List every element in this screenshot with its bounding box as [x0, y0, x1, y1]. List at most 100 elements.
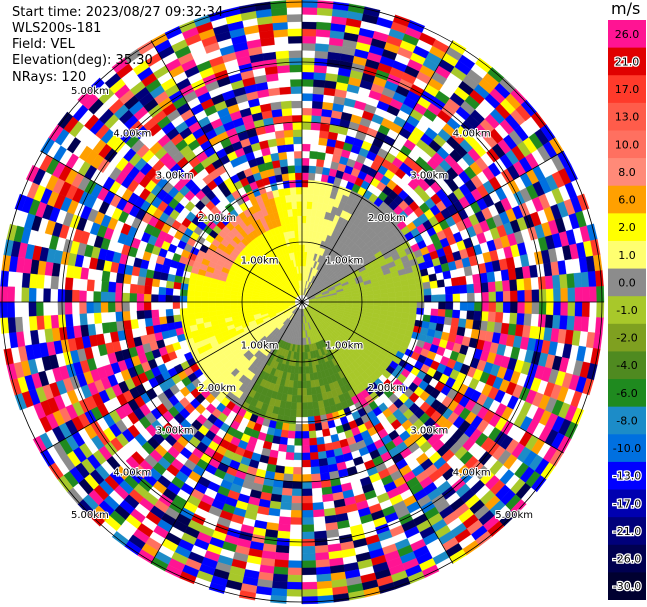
velocity-gate	[473, 310, 482, 321]
velocity-gate	[301, 596, 318, 605]
velocity-gate	[277, 64, 291, 74]
velocity-gate	[310, 136, 320, 145]
velocity-gate	[313, 415, 322, 424]
velocity-gate	[165, 308, 174, 317]
velocity-gate	[122, 301, 130, 312]
velocity-gate	[283, 187, 291, 196]
velocity-gate	[418, 32, 437, 46]
velocity-gate	[296, 388, 303, 396]
velocity-gate	[64, 277, 74, 291]
velocity-gate	[129, 292, 137, 303]
colorbar-tick-label: -26.0	[613, 553, 641, 566]
velocity-gate	[208, 296, 216, 303]
velocity-gate	[576, 345, 587, 362]
velocity-gate	[301, 452, 311, 461]
velocity-gate	[301, 93, 314, 102]
velocity-gate	[143, 293, 152, 303]
velocity-gate	[274, 559, 289, 568]
velocity-gate	[318, 137, 329, 146]
velocity-gate	[280, 502, 292, 511]
velocity-gate	[465, 319, 474, 330]
velocity-gate	[494, 280, 504, 292]
velocity-gate	[201, 291, 210, 298]
velocity-gate	[431, 294, 439, 303]
velocity-gate	[402, 296, 411, 303]
velocity-gate	[387, 287, 396, 294]
velocity-gate	[271, 7, 288, 17]
velocity-gate	[459, 284, 468, 294]
range-ring-label: 4.00km	[113, 128, 151, 139]
velocity-gate	[467, 301, 475, 312]
velocity-gate	[7, 286, 15, 303]
velocity-gate	[50, 314, 60, 329]
velocity-gate	[295, 409, 303, 418]
velocity-gate	[208, 306, 217, 312]
velocity-gate	[287, 35, 303, 44]
velocity-gate	[150, 301, 159, 311]
velocity-gate	[151, 286, 160, 295]
velocity-gate	[78, 301, 87, 314]
velocity-gate	[359, 298, 367, 303]
velocity-gate	[288, 42, 303, 51]
velocity-gate	[292, 474, 303, 482]
velocity-gate	[443, 278, 453, 288]
velocity-gate	[301, 42, 316, 51]
velocity-gate	[422, 281, 431, 290]
colorbar-tick-label: 0.0	[618, 276, 636, 289]
range-ring-label: 1.00km	[241, 340, 279, 351]
velocity-gate	[216, 310, 225, 316]
velocity-gate	[179, 307, 188, 315]
velocity-gate	[201, 306, 210, 313]
range-ring-label: 4.00km	[113, 468, 151, 479]
velocity-gate	[486, 321, 496, 333]
velocity-gate	[442, 270, 452, 280]
velocity-gate	[295, 186, 303, 195]
velocity-gate	[136, 310, 145, 320]
velocity-gate	[301, 158, 310, 166]
colorbar-tick-label: -2.0	[616, 332, 637, 345]
velocity-gate	[294, 431, 303, 439]
velocity-gate	[379, 288, 388, 294]
velocity-gate	[509, 312, 518, 325]
velocity-gate	[310, 387, 317, 396]
velocity-gate	[494, 312, 504, 324]
velocity-gate	[309, 452, 319, 461]
velocity-gate	[64, 289, 73, 303]
velocity-gate	[287, 165, 296, 174]
velocity-gate	[107, 311, 117, 323]
velocity-gate	[288, 216, 294, 225]
velocity-gate	[309, 158, 318, 167]
velocity-gate	[278, 151, 288, 161]
velocity-gate	[301, 229, 306, 238]
velocity-gate	[280, 494, 292, 504]
velocity-gate	[276, 57, 290, 67]
velocity-gate	[395, 301, 403, 308]
velocity-gate	[287, 430, 296, 439]
velocity-gate	[50, 275, 60, 290]
velocity-gate	[273, 166, 282, 176]
velocity-gate	[275, 458, 286, 467]
velocity-gate	[395, 296, 403, 303]
velocity-gate	[297, 373, 303, 382]
velocity-gate	[301, 409, 309, 418]
velocity-gate	[215, 297, 224, 303]
velocity-gate	[297, 215, 303, 224]
velocity-gate	[310, 466, 321, 475]
velocity-gate	[286, 444, 295, 453]
velocity-gate	[0, 270, 9, 287]
velocity-gate	[301, 589, 318, 597]
velocity-gate	[274, 174, 284, 183]
velocity-gate	[560, 301, 569, 317]
velocity-gate	[394, 291, 403, 298]
velocity-gate	[293, 445, 303, 454]
velocity-gate	[159, 323, 169, 333]
velocity-gate	[122, 292, 130, 303]
velocity-gate	[321, 486, 333, 496]
velocity-gate	[301, 474, 312, 482]
velocity-gate	[376, 17, 394, 29]
velocity-gate	[301, 402, 308, 411]
velocity-gate	[287, 28, 303, 37]
velocity-gate	[310, 379, 316, 388]
velocity-gate	[173, 281, 182, 290]
velocity-gate	[301, 359, 306, 367]
